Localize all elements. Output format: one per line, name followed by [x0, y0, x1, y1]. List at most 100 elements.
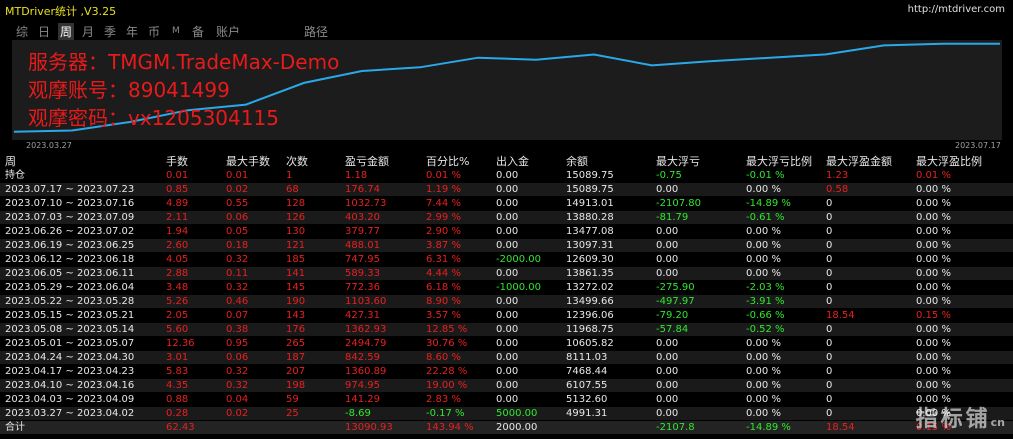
cell-col-10: 0.58: [826, 184, 849, 195]
tab-weekly[interactable]: 周: [58, 23, 75, 40]
cell-col-4: 974.95: [345, 380, 380, 391]
cell-col-6: -1000.00: [496, 282, 541, 293]
cell-col-2: 0.01: [226, 170, 249, 181]
cell-col-2: 0.11: [226, 268, 249, 279]
cell-col-5: 12.85 %: [426, 324, 468, 335]
cell-col-0: 2023.06.26 ~ 2023.07.02: [5, 226, 135, 237]
cell-col-2: 0.95: [226, 338, 249, 349]
equity-chart: [12, 40, 1002, 140]
cell-col-10: 0: [826, 212, 833, 223]
cell-col-2: 0.46: [226, 296, 249, 307]
cell-col-3: 190: [286, 296, 306, 307]
cell-col-7: 11968.75: [566, 324, 614, 335]
cell-col-2: 0.06: [226, 352, 249, 363]
cell-col-9: 0.00 %: [746, 366, 781, 377]
cell-col-9: -14.89 %: [746, 422, 791, 433]
chart-start-date: 2023.03.27: [26, 141, 72, 150]
cell-col-5: 22.28 %: [426, 366, 468, 377]
cell-col-7: 10605.82: [566, 338, 614, 349]
cell-col-10: 0: [826, 338, 833, 349]
tab-notes[interactable]: 备: [192, 25, 205, 39]
cell-col-7: 7468.44: [566, 366, 608, 377]
cell-col-3: 207: [286, 366, 306, 377]
cell-col-4: 1032.73: [345, 198, 387, 209]
cell-col-11: 0.00 %: [916, 352, 951, 363]
cell-col-0: 合计: [5, 422, 25, 433]
cell-col-11: 0.00 %: [916, 184, 951, 195]
cell-col-8: 0.00: [656, 268, 679, 279]
cell-col-1: 12.36: [166, 338, 195, 349]
cell-col-7: 13477.08: [566, 226, 614, 237]
tab-path[interactable]: 路径: [304, 25, 329, 39]
cell-col-2: 0.38: [226, 324, 249, 335]
tab-monthly[interactable]: 月: [82, 25, 95, 39]
cell-col-5: 8.60 %: [426, 352, 461, 363]
cell-col-0: 2023.06.05 ~ 2023.06.11: [5, 268, 135, 279]
cell-col-6: 5000.00: [496, 408, 538, 419]
cell-col-0: 2023.07.03 ~ 2023.07.09: [5, 212, 135, 223]
cell-col-1: 3.01: [166, 352, 189, 363]
cell-col-0: 2023.06.19 ~ 2023.06.25: [5, 240, 135, 251]
table-row: 2023.07.17 ~ 2023.07.23 0.85 0.02 68 176.74 1…: [0, 183, 1013, 196]
cell-col-11: 0.00 %: [916, 324, 951, 335]
table-row: 2023.06.26 ~ 2023.07.02 1.94 0.05 130 379.77…: [0, 225, 1013, 238]
table-row: 持仓 0.01 0.01 1 1.18 0.01 % 0.00 15089.75 -0.75 -0…: [0, 169, 1013, 182]
cell-col-9: 0.00 %: [746, 380, 781, 391]
cell-col-3: 143: [286, 310, 306, 321]
cell-col-10: 0: [826, 226, 833, 237]
cell-col-0: 2023.04.10 ~ 2023.04.16: [5, 380, 135, 391]
cell-col-8: -2107.8: [656, 422, 695, 433]
tab-yearly[interactable]: 年: [126, 25, 139, 39]
website-link[interactable]: http://mtdriver.com: [907, 4, 1005, 15]
tab-quarterly[interactable]: 季: [104, 25, 117, 39]
tab-daily[interactable]: 日: [38, 25, 51, 39]
cell-col-5: 3.57 %: [426, 310, 461, 321]
cell-col-8: -2107.80: [656, 198, 701, 209]
cell-col-1: 4.89: [166, 198, 189, 209]
cell-col-3: 141: [286, 268, 306, 279]
overlay-password: 观摩密码：vx1205304115: [28, 106, 279, 130]
tab-symbol[interactable]: 币: [148, 25, 161, 39]
cell-col-2: 0.32: [226, 380, 249, 391]
cell-col-11: 0.00 %: [916, 198, 951, 209]
cell-col-0: 2023.05.15 ~ 2023.05.21: [5, 310, 135, 321]
cell-col-9: 0.00 %: [746, 338, 781, 349]
cell-col-5: 6.18 %: [426, 282, 461, 293]
cell-col-6: 0.00: [496, 198, 519, 209]
tab-summary[interactable]: 综: [16, 25, 29, 39]
cell-col-4: 2494.79: [345, 338, 387, 349]
cell-col-4: -8.69: [345, 408, 371, 419]
cell-col-11: 0.00 %: [916, 226, 951, 237]
cell-col-3: 68: [286, 184, 299, 195]
tab-m[interactable]: M: [172, 26, 180, 36]
cell-col-6: 0.00: [496, 310, 519, 321]
cell-col-4: 747.95: [345, 254, 380, 265]
cell-col-8: -275.90: [656, 282, 695, 293]
cell-col-5: 143.94 %: [426, 422, 474, 433]
cell-col-1: 0.28: [166, 408, 189, 419]
table-row: 2023.06.12 ~ 2023.06.18 4.05 0.32 185 747.95…: [0, 253, 1013, 266]
cell-col-5: 2.99 %: [426, 212, 461, 223]
cell-col-9: 0.00 %: [746, 394, 781, 405]
cell-col-10: 0: [826, 394, 833, 405]
cell-col-2: 0.55: [226, 198, 249, 209]
cell-col-6: 0.00: [496, 184, 519, 195]
cell-col-9: -2.03 %: [746, 282, 785, 293]
cell-col-11: 0.00 %: [916, 282, 951, 293]
cell-col-5: 3.87 %: [426, 240, 461, 251]
cell-col-7: 13272.02: [566, 282, 614, 293]
table-header: 周 手数 最大手数 次数 盈亏金额 百分比% 出入金 余额 最大浮亏 最大浮亏比例 最大浮盈金额 最大…: [0, 155, 1013, 168]
tab-account[interactable]: 账户: [216, 25, 241, 39]
cell-col-5: 2.83 %: [426, 394, 461, 405]
cell-col-5: 8.90 %: [426, 296, 461, 307]
cell-col-9: 0.00 %: [746, 254, 781, 265]
cell-col-10: 0: [826, 296, 833, 307]
cell-col-3: 145: [286, 282, 306, 293]
table-row: 2023.04.03 ~ 2023.04.09 0.88 0.04 59 141.29 2…: [0, 393, 1013, 406]
cell-col-6: 0.00: [496, 324, 519, 335]
cell-col-0: 2023.07.10 ~ 2023.07.16: [5, 198, 135, 209]
cell-col-2: 0.04: [226, 394, 249, 405]
cell-col-4: 176.74: [345, 184, 380, 195]
cell-col-3: 126: [286, 212, 306, 223]
cell-col-0: 2023.04.03 ~ 2023.04.09: [5, 394, 135, 405]
